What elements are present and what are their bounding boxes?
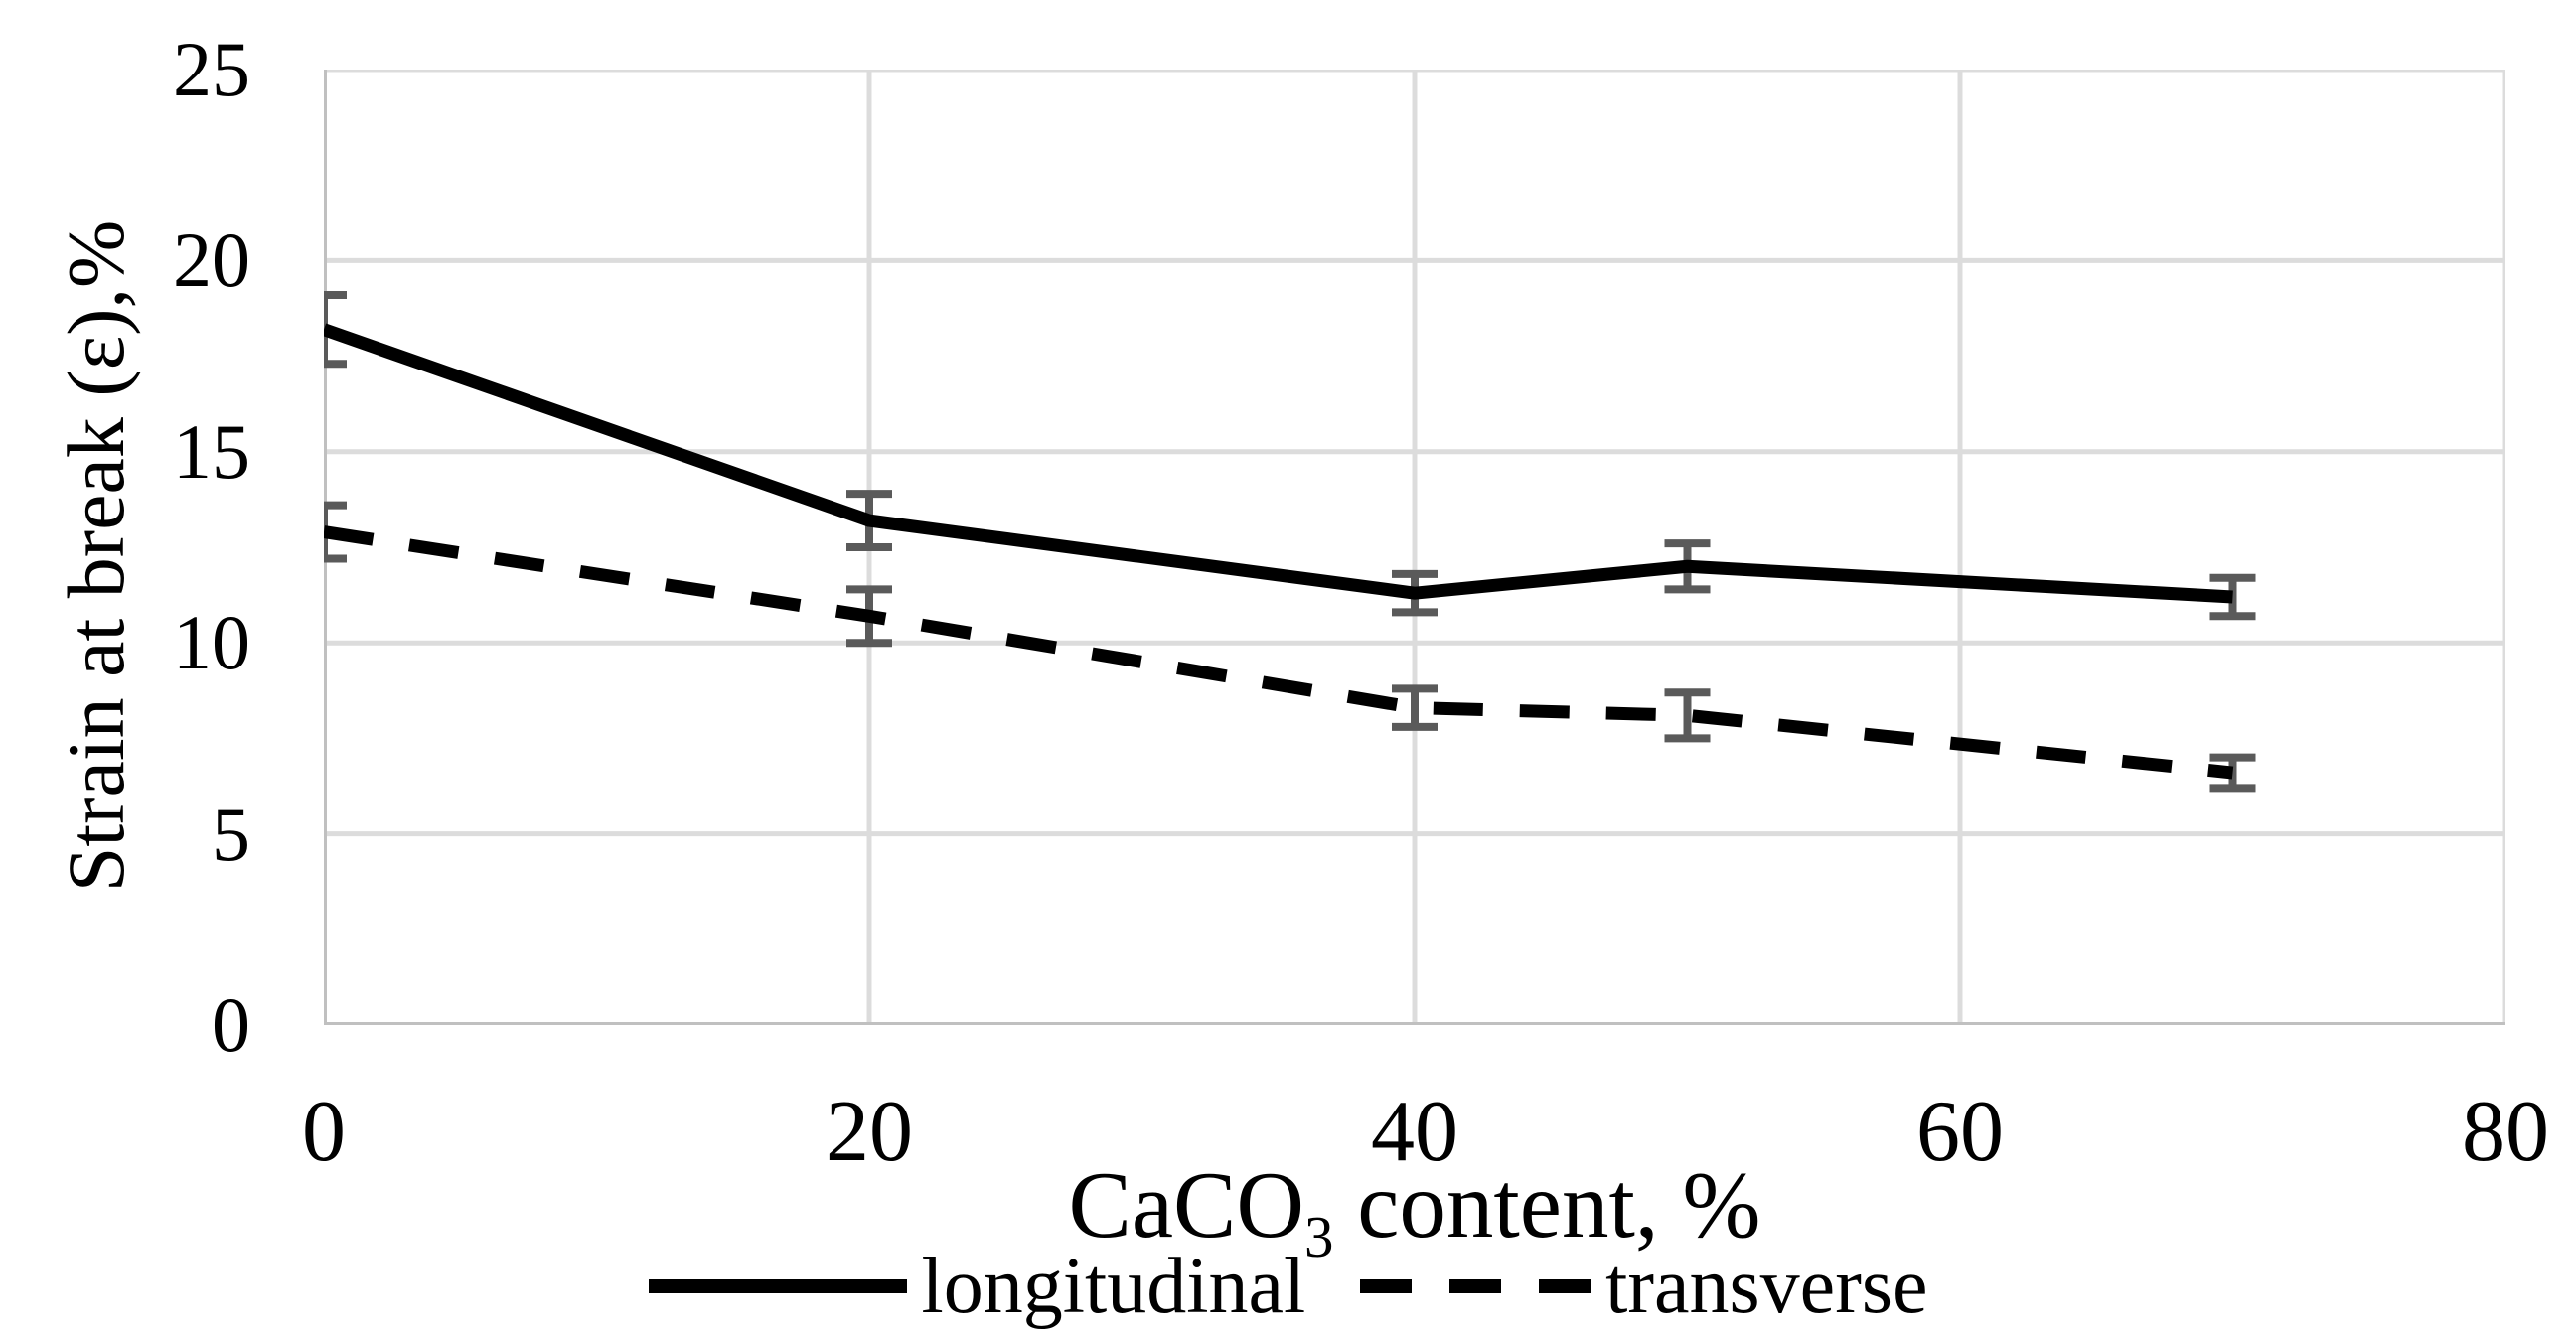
legend: longitudinal transverse [0, 1244, 2576, 1329]
x-tick-label: 60 [1916, 1084, 2004, 1180]
x-axis-title-suffix: content, % [1333, 1152, 1761, 1258]
y-tick-label: 15 [173, 407, 250, 495]
legend-label-longitudinal: longitudinal [921, 1243, 1306, 1330]
plot-area [324, 70, 2505, 1025]
y-tick-label: 10 [173, 599, 250, 686]
legend-label-transverse: transverse [1605, 1243, 1928, 1330]
y-tick-label: 0 [212, 981, 250, 1068]
y-tick-label: 20 [173, 217, 250, 304]
x-tick-label: 20 [826, 1084, 913, 1180]
x-axis-title-text: CaCO [1068, 1152, 1305, 1258]
y-tick-label: 5 [212, 790, 250, 877]
series-line-transverse [324, 525, 2234, 780]
x-tick-label: 80 [2462, 1084, 2549, 1180]
solid-line-swatch [648, 1279, 907, 1293]
series-line-longitudinal [324, 323, 2233, 604]
x-axis-title-subscript: 3 [1304, 1205, 1334, 1269]
x-tick-label: 0 [302, 1084, 346, 1180]
legend-item-longitudinal: longitudinal [648, 1243, 1306, 1330]
legend-item-transverse: transverse [1360, 1244, 1927, 1329]
y-tick-label: 25 [173, 26, 250, 112]
x-axis-title: CaCO3 content, % [819, 1150, 2011, 1266]
y-axis-title: Strain at break (ε),% [51, 220, 141, 893]
dashed-line-swatch [1360, 1279, 1591, 1293]
x-tick-label: 40 [1371, 1084, 1458, 1180]
plot-canvas [324, 70, 2505, 1025]
